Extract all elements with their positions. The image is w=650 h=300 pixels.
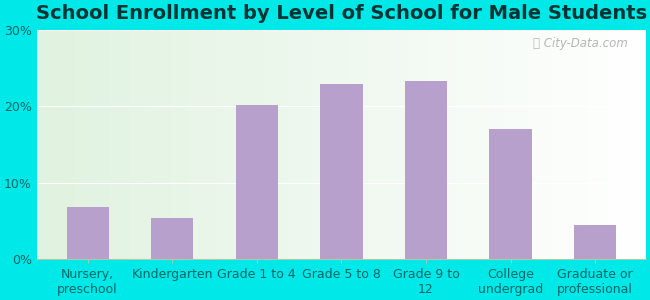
Title: School Enrollment by Level of School for Male Students: School Enrollment by Level of School for…	[36, 4, 647, 23]
Bar	[489, 128, 532, 259]
Bar	[320, 84, 363, 259]
Bar	[151, 218, 193, 259]
Bar	[574, 224, 616, 259]
Text: ⓘ City-Data.com: ⓘ City-Data.com	[533, 37, 627, 50]
Bar	[236, 105, 278, 259]
Bar	[66, 207, 109, 259]
Bar	[405, 81, 447, 259]
